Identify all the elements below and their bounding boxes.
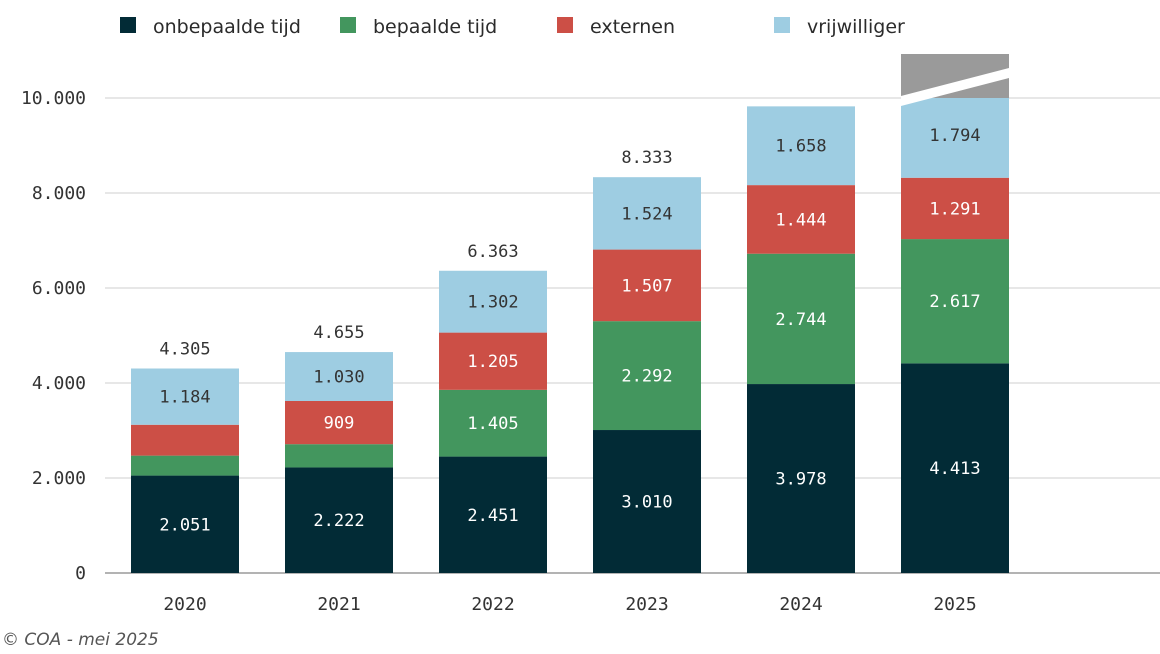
bar-stack-2022: 2.451 1.405 1.205 1.302 6.363 xyxy=(439,242,547,573)
x-tick-label: 2022 xyxy=(471,594,514,615)
legend-swatch xyxy=(120,17,136,33)
legend-item: vrijwilliger xyxy=(774,16,905,38)
bars: 2.051 1.184 4.305 2.222 909 1.030 4.655 2.451 1.… xyxy=(131,54,1009,573)
bar-segment xyxy=(593,177,701,250)
segment-label: 2.051 xyxy=(159,515,210,535)
segment-label: 1.507 xyxy=(621,276,672,296)
bar-segment xyxy=(901,363,1009,573)
bar-segment xyxy=(131,368,239,425)
segment-label: 1.291 xyxy=(929,199,980,219)
bar-segment xyxy=(439,389,547,457)
x-tick-label: 2020 xyxy=(163,594,206,615)
y-axis: 0 2.000 4.000 6.000 8.000 10.000 xyxy=(21,88,86,584)
bar-segment xyxy=(439,456,547,573)
total-label: 8.333 xyxy=(621,148,672,168)
x-tick-label: 2024 xyxy=(779,594,822,615)
segment-label: 1.444 xyxy=(775,210,826,230)
segment-label: 3.978 xyxy=(775,470,826,490)
x-tick-label: 2025 xyxy=(933,594,976,615)
segment-label: 1.030 xyxy=(313,368,364,388)
segment-label: 2.222 xyxy=(313,511,364,531)
segment-label: 1.405 xyxy=(467,414,518,434)
legend-swatch xyxy=(557,17,573,33)
legend-label: onbepaalde tijd xyxy=(153,16,301,38)
legend-item: onbepaalde tijd xyxy=(120,16,301,38)
segment-label: 2.292 xyxy=(621,367,672,387)
axis-break-marker xyxy=(901,54,1009,106)
segment-label: 2.617 xyxy=(929,292,980,312)
total-label: 4.655 xyxy=(313,323,364,343)
segment-label: 4.413 xyxy=(929,459,980,479)
legend-swatch xyxy=(340,17,356,33)
segment-label: 1.524 xyxy=(621,204,672,224)
y-tick-label: 8.000 xyxy=(32,183,86,204)
y-tick-label: 2.000 xyxy=(32,468,86,489)
bar-stack-2021: 2.222 909 1.030 4.655 xyxy=(285,323,393,573)
y-tick-label: 6.000 xyxy=(32,278,86,299)
legend-item: bepaalde tijd xyxy=(340,16,497,38)
bar-stack-2024: 3.978 2.744 1.444 1.658 xyxy=(747,106,855,573)
credit-text: © COA - mei 2025 xyxy=(2,630,159,650)
bar-segment xyxy=(285,467,393,573)
legend: onbepaalde tijd bepaalde tijd externen vrij… xyxy=(120,16,905,38)
bar-segment xyxy=(285,444,393,468)
segment-label: 1.302 xyxy=(467,293,518,313)
x-tick-label: 2023 xyxy=(625,594,668,615)
bar-segment xyxy=(285,352,393,402)
bar-segment xyxy=(439,270,547,333)
segment-label: 909 xyxy=(324,414,355,434)
bar-stack-2020: 2.051 1.184 4.305 xyxy=(131,340,239,573)
bar-segment xyxy=(593,249,701,322)
segment-label: 2.451 xyxy=(467,506,518,526)
legend-swatch xyxy=(774,17,790,33)
legend-label: vrijwilliger xyxy=(807,16,905,38)
segment-label: 1.205 xyxy=(467,352,518,372)
bar-segment xyxy=(901,177,1009,240)
bar-segment xyxy=(131,455,239,476)
segment-label: 3.010 xyxy=(621,493,672,513)
y-tick-label: 4.000 xyxy=(32,373,86,394)
bar-segment xyxy=(747,253,855,385)
bar-segment xyxy=(131,475,239,573)
y-tick-label: 0 xyxy=(75,563,86,584)
bar-segment xyxy=(901,92,1009,178)
segment-label: 1.658 xyxy=(775,137,826,157)
segment-label: 1.184 xyxy=(159,388,210,408)
bar-segment xyxy=(593,321,701,431)
bar-segment xyxy=(747,106,855,186)
bar-segment xyxy=(901,239,1009,364)
y-tick-label: 10.000 xyxy=(21,88,86,109)
bar-segment xyxy=(285,401,393,445)
x-axis: 2020 2021 2022 2023 2024 2025 xyxy=(163,594,976,615)
legend-label: externen xyxy=(590,16,675,38)
legend-label: bepaalde tijd xyxy=(373,16,497,38)
bar-segment xyxy=(593,430,701,573)
legend-item: externen xyxy=(557,16,675,38)
break-slash xyxy=(901,68,1009,106)
bar-segment xyxy=(747,384,855,573)
segment-label: 1.794 xyxy=(929,126,980,146)
bar-segment xyxy=(747,185,855,254)
segment-label: 2.744 xyxy=(775,310,826,330)
total-label: 4.305 xyxy=(159,340,210,360)
bar-stack-2025: 4.413 2.617 1.291 1.794 xyxy=(901,54,1009,573)
bar-stack-2023: 3.010 2.292 1.507 1.524 8.333 xyxy=(593,148,701,573)
bar-segment xyxy=(131,424,239,456)
x-tick-label: 2021 xyxy=(317,594,360,615)
total-label: 6.363 xyxy=(467,242,518,262)
bar-segment xyxy=(439,332,547,390)
